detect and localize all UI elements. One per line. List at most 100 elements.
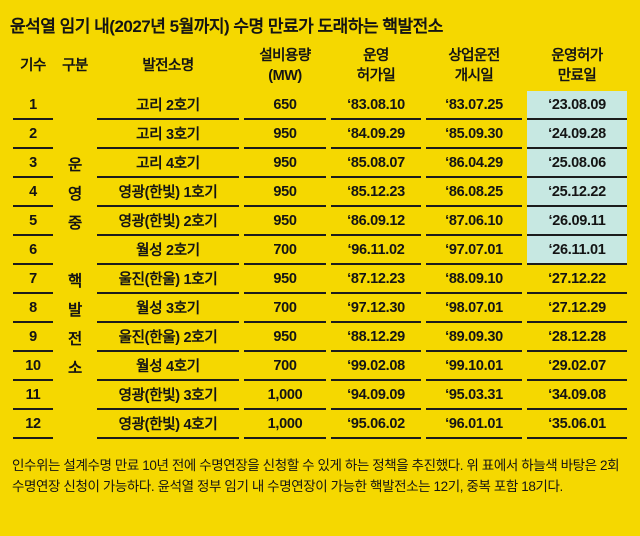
table-row: 5 중 영광(한빛) 2호기 950 ‘86.09.12 ‘87.06.10 ‘… [13,207,627,237]
header-plant-label: 발전소명 [142,57,194,74]
table-row: 12 영광(한빛) 4호기 1,000 ‘95.06.02 ‘96.01.01 … [13,410,627,440]
permit-date: ‘86.09.12 [331,207,421,237]
commercial-start-date: ‘86.08.25 [426,178,522,208]
unit-number: 3 [13,149,53,179]
plant-name: 월성 4호기 [97,352,239,382]
permit-date: ‘99.02.08 [331,352,421,382]
page-title: 윤석열 임기 내(2027년 5월까지) 수명 만료가 도래하는 핵발전소 [10,17,443,36]
permit-date: ‘85.08.07 [331,149,421,179]
expiry-date: ‘24.09.28 [527,120,627,150]
category-char [58,381,92,410]
header-category: 구분 [58,47,92,91]
expiry-date: ‘27.12.22 [527,265,627,295]
header-commercial-line2: 개시일 [454,67,494,84]
expiry-date: ‘27.12.29 [527,294,627,324]
capacity-value: 700 [244,236,326,266]
unit-number: 4 [13,178,53,208]
capacity-value: 950 [244,323,326,353]
category-char: 소 [68,359,82,377]
category-char: 전 [68,330,82,348]
plant-name: 고리 2호기 [97,91,239,121]
commercial-start-date: ‘86.04.29 [426,149,522,179]
capacity-value: 650 [244,91,326,121]
commercial-start-date: ‘99.10.01 [426,352,522,382]
category-char [58,410,92,439]
plant-name: 영광(한빛) 1호기 [97,178,239,208]
commercial-start-date: ‘89.09.30 [426,323,522,353]
expiry-date: ‘28.12.28 [527,323,627,353]
capacity-value: 950 [244,178,326,208]
commercial-start-date: ‘96.01.01 [426,410,522,440]
plant-name: 영광(한빛) 3호기 [97,381,239,411]
table-row: 11 영광(한빛) 3호기 1,000 ‘94.09.09 ‘95.03.31 … [13,381,627,411]
expiry-date: ‘35.06.01 [527,410,627,440]
expiry-date: ‘26.09.11 [527,207,627,237]
plant-name: 월성 3호기 [97,294,239,324]
footnote-text: 인수위는 설계수명 만료 10년 전에 수명연장을 신청할 수 있게 하는 정책… [12,458,620,495]
unit-number: 1 [13,91,53,121]
capacity-value: 700 [244,352,326,382]
unit-number: 11 [13,381,53,411]
table-row: 4 영 영광(한빛) 1호기 950 ‘85.12.23 ‘86.08.25 ‘… [13,178,627,208]
header-expiry-line2: 만료일 [557,67,597,84]
commercial-start-date: ‘83.07.25 [426,91,522,121]
category-char [58,120,92,149]
unit-number: 9 [13,323,53,353]
category-char: 중 [68,214,82,232]
header-unit: 기수 [13,47,53,91]
permit-date: ‘94.09.09 [331,381,421,411]
unit-number: 8 [13,294,53,324]
unit-number: 2 [13,120,53,150]
header-unit-label: 기수 [20,57,46,74]
permit-date: ‘88.12.29 [331,323,421,353]
header-capacity-line2: (MW) [268,67,302,84]
header-permit-line1: 운영 [363,48,389,64]
table-row: 8 발 월성 3호기 700 ‘97.12.30 ‘98.07.01 ‘27.1… [13,294,627,324]
table-row: 6 월성 2호기 700 ‘96.11.02 ‘97.07.01 ‘26.11.… [13,236,627,266]
table-row: 7 핵 울진(한울) 1호기 950 ‘87.12.23 ‘88.09.10 ‘… [13,265,627,295]
plant-name: 울진(한울) 1호기 [97,265,239,295]
category-char [58,91,92,120]
capacity-value: 1,000 [244,381,326,411]
expiry-date: ‘25.08.06 [527,149,627,179]
capacity-value: 950 [244,265,326,295]
category-char [58,236,92,265]
header-plant: 발전소명 [97,47,239,91]
expiry-date: ‘34.09.08 [527,381,627,411]
category-char: 핵 [68,272,82,290]
unit-number: 6 [13,236,53,266]
plant-name: 울진(한울) 2호기 [97,323,239,353]
capacity-value: 950 [244,149,326,179]
plant-name: 고리 3호기 [97,120,239,150]
unit-number: 12 [13,410,53,440]
category-char: 발 [68,301,82,319]
table-row: 2 고리 3호기 950 ‘84.09.29 ‘85.09.30 ‘24.09.… [13,120,627,150]
header-expiry-line1: 운영허가 [551,48,603,64]
plant-name: 고리 4호기 [97,149,239,179]
commercial-start-date: ‘88.09.10 [426,265,522,295]
plant-name: 월성 2호기 [97,236,239,266]
header-commercial-line1: 상업운전 [448,48,500,64]
table-row: 1 고리 2호기 650 ‘83.08.10 ‘83.07.25 ‘23.08.… [13,91,627,121]
commercial-start-date: ‘85.09.30 [426,120,522,150]
commercial-start-date: ‘87.06.10 [426,207,522,237]
table-row: 9 전 울진(한울) 2호기 950 ‘88.12.29 ‘89.09.30 ‘… [13,323,627,353]
capacity-value: 1,000 [244,410,326,440]
permit-date: ‘85.12.23 [331,178,421,208]
permit-date: ‘83.08.10 [331,91,421,121]
plant-name: 영광(한빛) 4호기 [97,410,239,440]
plant-name: 영광(한빛) 2호기 [97,207,239,237]
permit-date: ‘95.06.02 [331,410,421,440]
unit-number: 5 [13,207,53,237]
capacity-value: 950 [244,120,326,150]
commercial-start-date: ‘97.07.01 [426,236,522,266]
permit-date: ‘96.11.02 [331,236,421,266]
table-row: 3 운 고리 4호기 950 ‘85.08.07 ‘86.04.29 ‘25.0… [13,149,627,179]
permit-date: ‘84.09.29 [331,120,421,150]
header-permit-line2: 허가일 [356,67,396,84]
permit-date: ‘87.12.23 [331,265,421,295]
header-capacity: 설비용량 (MW) [244,47,326,91]
commercial-start-date: ‘95.03.31 [426,381,522,411]
permit-date: ‘97.12.30 [331,294,421,324]
